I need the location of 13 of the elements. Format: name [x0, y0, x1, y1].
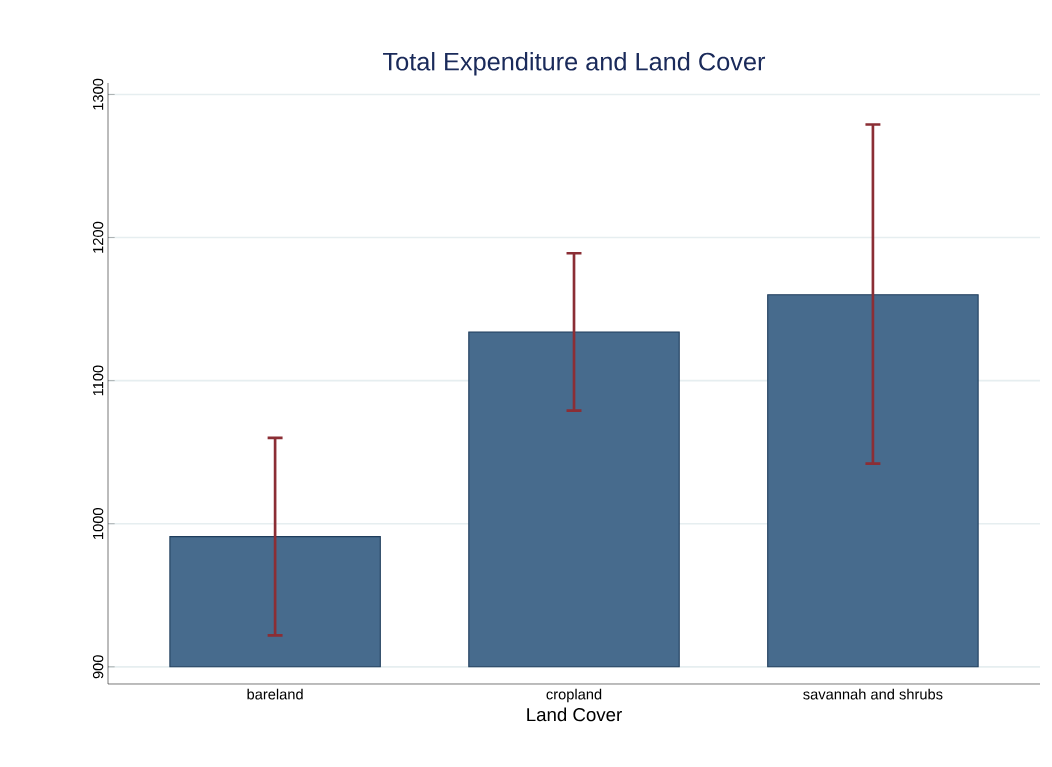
bar [169, 536, 381, 668]
y-tick-label: 900 [92, 655, 104, 679]
x-tick-label: bareland [247, 688, 303, 700]
y-tick-label: 1000 [92, 508, 104, 539]
y-tick-label: 1300 [92, 78, 104, 110]
x-tick-label: cropland [546, 688, 602, 703]
bar [468, 331, 680, 668]
y-tick-label: 1200 [92, 221, 104, 253]
bar [767, 294, 979, 668]
y-tick-label: 1100 [92, 365, 104, 396]
chart-title: Total Expenditure and Land Cover [383, 52, 766, 76]
x-axis-title: Land Cover [527, 707, 622, 722]
x-tick-label: savannah and shrubs [803, 688, 943, 700]
